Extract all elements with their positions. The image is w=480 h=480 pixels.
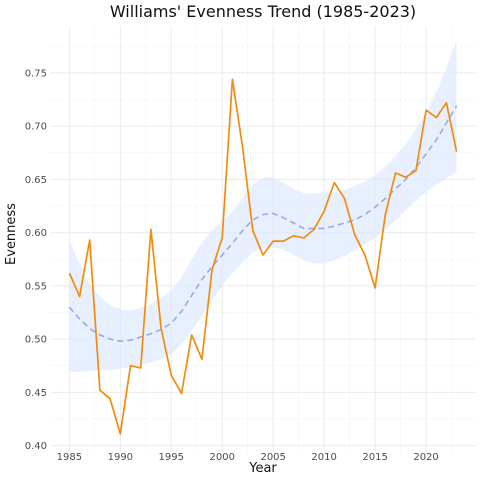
x-tick-label: 2010 — [311, 452, 336, 463]
x-tick-label: 2005 — [260, 452, 285, 463]
y-tick-label: 0.50 — [25, 335, 47, 346]
x-axis-tick-labels: 1985 1990 1995 2000 2005 2010 2015 2020 — [57, 452, 439, 463]
observed-evenness-line — [68, 78, 458, 435]
y-tick-label: 0.45 — [25, 388, 47, 399]
x-tick-label: 1990 — [108, 452, 133, 463]
y-tick-label: 0.65 — [25, 175, 47, 186]
x-tick-label: 1985 — [57, 452, 82, 463]
y-axis-label: Evenness — [4, 203, 19, 265]
y-axis-tick-labels: 0.40 0.45 0.50 0.55 0.60 0.65 0.70 0.75 — [25, 68, 47, 452]
y-tick-label: 0.75 — [25, 68, 47, 79]
y-tick-label: 0.55 — [25, 281, 47, 292]
chart-title: Williams' Evenness Trend (1985-2023) — [110, 2, 416, 21]
y-tick-label: 0.60 — [25, 228, 47, 239]
y-tick-label: 0.40 — [25, 441, 47, 452]
x-axis-label: Year — [248, 461, 277, 476]
confidence-ribbon — [69, 39, 457, 373]
x-tick-label: 1995 — [159, 452, 184, 463]
x-tick-label: 2020 — [413, 452, 438, 463]
trend-line — [68, 105, 458, 343]
y-tick-label: 0.70 — [25, 122, 47, 133]
x-tick-label: 2015 — [362, 452, 387, 463]
x-tick-label: 2000 — [210, 452, 235, 463]
